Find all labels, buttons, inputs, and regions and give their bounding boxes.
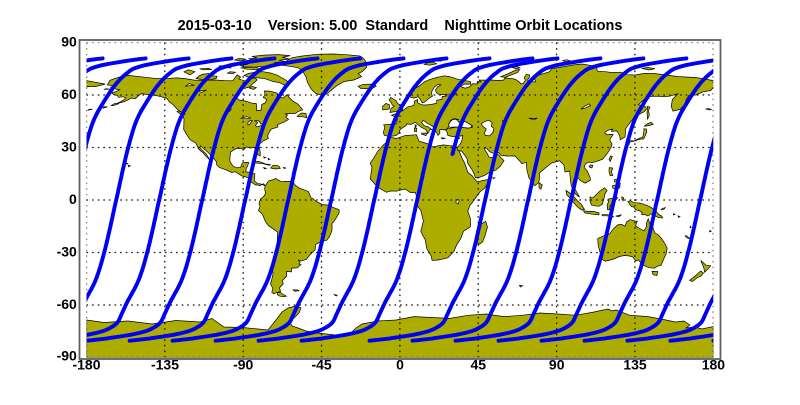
svg-text:90: 90 [61,34,77,50]
svg-text:60: 60 [61,86,77,102]
svg-text:2015-03-10 Version: 5.00 S: 2015-03-10 Version: 5.00 Standard Nightt… [178,18,623,34]
svg-text:-180: -180 [72,357,100,373]
svg-text:90: 90 [549,357,565,373]
svg-text:-45: -45 [311,357,331,373]
svg-text:-90: -90 [233,357,253,373]
svg-text:-60: -60 [57,296,77,312]
svg-text:135: 135 [623,357,647,373]
svg-text:45: 45 [471,357,487,373]
svg-text:30: 30 [61,139,77,155]
svg-text:0: 0 [69,191,77,207]
svg-text:-30: -30 [57,244,77,260]
svg-text:-90: -90 [57,348,77,364]
svg-text:180: 180 [702,357,726,373]
svg-text:-135: -135 [151,357,179,373]
svg-text:0: 0 [396,357,404,373]
